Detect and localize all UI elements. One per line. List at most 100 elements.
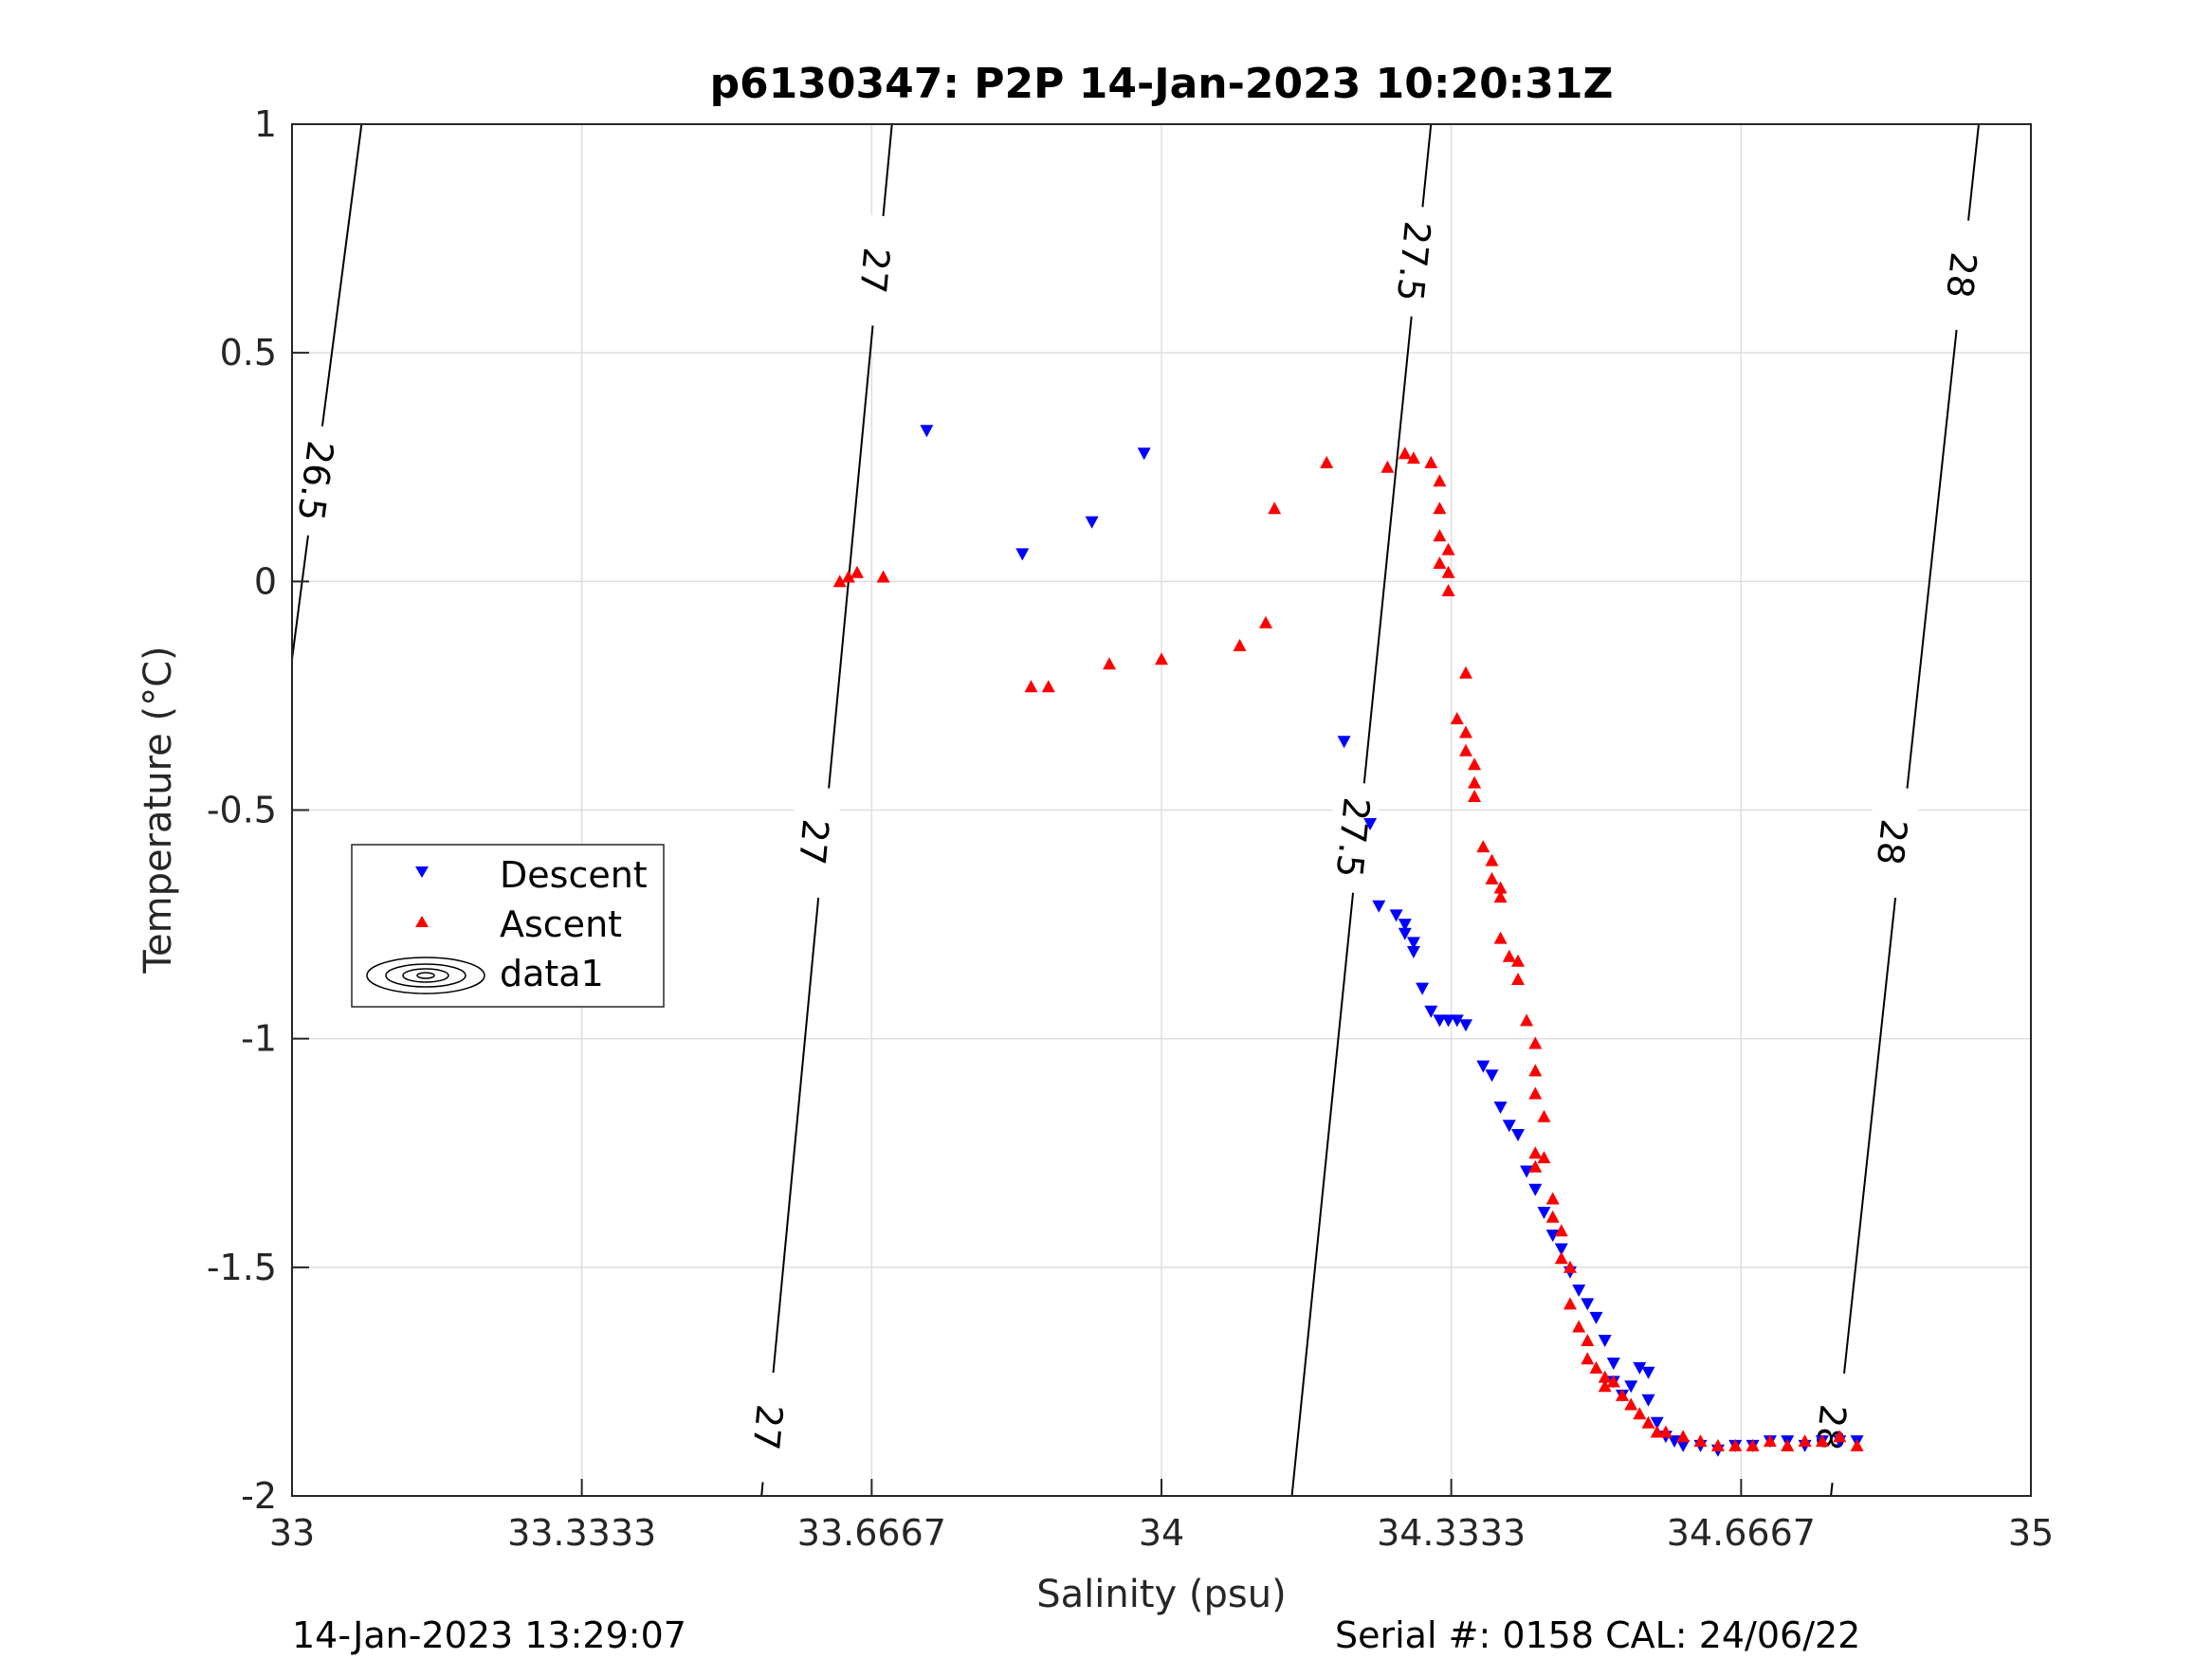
ascent-point <box>832 574 847 588</box>
data-points <box>832 425 1864 1457</box>
ascent-point <box>1441 565 1455 578</box>
ascent-point <box>1781 1438 1795 1451</box>
isopycnal-label: 27 <box>791 817 836 866</box>
ascent-point <box>1528 1064 1543 1077</box>
ascent-point <box>1554 1224 1568 1237</box>
ascent-point <box>1528 1159 1543 1173</box>
ascent-point <box>1710 1438 1725 1451</box>
descent-point <box>1537 1207 1551 1219</box>
ascent-point <box>1406 451 1420 465</box>
descent-point <box>1668 1435 1681 1449</box>
ascent-point <box>1545 1192 1560 1205</box>
ascent-point <box>1581 1352 1595 1365</box>
descent-point <box>1441 1014 1455 1028</box>
grid-lines <box>292 124 2031 1496</box>
y-tick-label: 1 <box>254 103 277 145</box>
ascent-point <box>1493 890 1508 903</box>
ascent-point <box>841 570 855 583</box>
ascent-point <box>1676 1430 1691 1443</box>
ascent-point <box>1424 455 1438 468</box>
ascent-point <box>1616 1388 1629 1401</box>
descent-point <box>1450 1014 1464 1028</box>
ascent-point <box>1468 757 1482 771</box>
descent-point <box>1459 1019 1472 1032</box>
isopycnal-label-bg <box>1802 1370 1860 1485</box>
ascent-point <box>1563 1297 1577 1310</box>
descent-point <box>1641 1394 1655 1407</box>
legend-ascent-marker <box>415 916 429 927</box>
isopycnal-label: 28 <box>1938 250 1984 301</box>
descent-point <box>1545 1230 1560 1243</box>
ascent-point <box>1650 1425 1664 1438</box>
isopycnal-label-bg <box>847 213 903 328</box>
ascent-point <box>1598 1379 1612 1393</box>
ascent-point <box>1606 1375 1620 1388</box>
descent-point <box>1598 1335 1612 1347</box>
descent-point <box>1406 937 1420 950</box>
ascent-point <box>1528 1146 1543 1159</box>
isopycnal-label: 26.5 <box>289 438 341 523</box>
isopycnal-line <box>292 124 363 660</box>
descent-point <box>1398 919 1412 932</box>
ascent-point <box>1459 725 1472 738</box>
ascent-point <box>1485 853 1499 866</box>
ascent-point <box>1658 1425 1673 1438</box>
descent-point <box>1502 1120 1516 1133</box>
legend: Descent Ascent data1 <box>351 844 665 1008</box>
descent-point <box>1676 1439 1691 1452</box>
isopycnal-label-bg <box>285 423 346 538</box>
y-tick-label: -1 <box>241 1018 277 1060</box>
ascent-point <box>1850 1438 1864 1451</box>
x-axis-label: Salinity (psu) <box>1036 1573 1286 1616</box>
ascent-point <box>1815 1434 1829 1448</box>
legend-box <box>351 844 665 1008</box>
y-tick-label: -1.5 <box>207 1247 277 1288</box>
isopycnal-label: 27 <box>851 246 897 295</box>
y-axis-label: Temperature (°C) <box>137 646 180 974</box>
x-tick-label: 34.3333 <box>1377 1512 1526 1554</box>
descent-point <box>1398 927 1412 940</box>
ascent-point <box>1441 584 1455 596</box>
ascent-point <box>1763 1434 1777 1448</box>
descent-point <box>1424 1005 1438 1018</box>
ascent-point <box>1537 1151 1551 1164</box>
descent-point <box>1633 1361 1647 1375</box>
descent-point <box>1650 1416 1664 1430</box>
legend-data1-contour-icon <box>366 957 485 994</box>
descent-point <box>1137 447 1151 461</box>
legend-descent-label: Descent <box>500 854 648 896</box>
legend-ascent-label: Ascent <box>500 903 622 945</box>
isopycnal-label: 27.5 <box>1389 219 1438 303</box>
isopycnal-label-bg <box>1325 780 1381 895</box>
isopycnal-label-bg <box>1863 785 1921 900</box>
descent-point <box>1389 909 1403 922</box>
descent-point <box>1554 1243 1568 1256</box>
descent-point <box>1606 1358 1620 1371</box>
descent-point <box>1485 1069 1499 1083</box>
y-tick-label: -2 <box>241 1475 277 1517</box>
ascent-point <box>1459 665 1472 679</box>
ascent-point <box>1598 1370 1612 1383</box>
descent-point <box>1337 736 1351 749</box>
density-contour-labels: 26.5 27 27 27 27.5 27.5 28 28 28 <box>285 204 1990 1485</box>
ascent-point <box>1433 474 1447 487</box>
ascent-point <box>1572 1320 1586 1333</box>
x-tick-label: 35 <box>2008 1512 2054 1554</box>
legend-descent-marker <box>415 866 429 878</box>
ascent-point <box>1441 542 1455 556</box>
ascent-point <box>1320 455 1334 468</box>
ascent-point <box>1520 1013 1534 1027</box>
ascent-point <box>1563 1260 1577 1273</box>
ascent-point <box>1528 1036 1543 1049</box>
isopycnal-label: 27.5 <box>1328 795 1378 880</box>
descent-point <box>1015 548 1030 561</box>
descent-point <box>1476 1060 1490 1073</box>
isopycnal-label: 27 <box>744 1402 790 1451</box>
x-tick-label: 33.3333 <box>507 1512 656 1554</box>
x-tick-label: 33.6667 <box>797 1512 946 1554</box>
x-tick-label: 33 <box>269 1512 315 1554</box>
descent-point <box>920 425 934 438</box>
ascent-point <box>1728 1438 1743 1451</box>
ascent-point <box>1468 790 1482 802</box>
